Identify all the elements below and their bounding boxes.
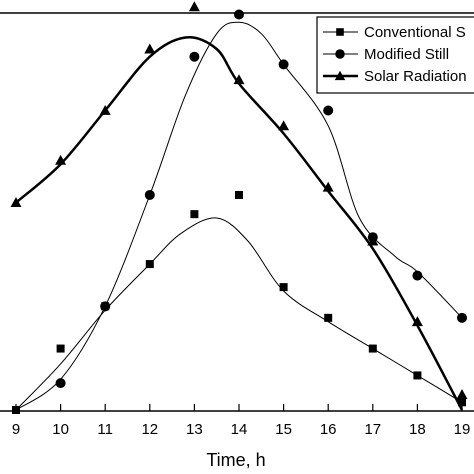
x-tick-label-13: 13: [186, 421, 203, 438]
series-layer: [10, 1, 468, 414]
data-point-square-16: [324, 313, 333, 322]
x-tick-label-16: 16: [320, 421, 337, 438]
data-point-triangle-12: [144, 43, 156, 54]
x-tick-label-17: 17: [364, 421, 381, 438]
data-point-square-12: [145, 260, 154, 269]
x-axis-title: Time, h: [206, 450, 265, 470]
data-point-triangle-19: [456, 389, 468, 400]
data-point-circle-11: [100, 301, 111, 312]
data-point-circle-14: [234, 9, 244, 20]
data-point-circle-10: [55, 378, 66, 389]
legend-marker-square: [336, 28, 344, 36]
data-point-triangle-9: [10, 197, 22, 208]
data-point-triangle-11: [99, 104, 111, 115]
data-point-square-10: [56, 344, 65, 353]
data-point-triangle-16: [322, 181, 334, 192]
data-point-triangle-18: [411, 316, 423, 327]
legend-label-circle: Modified Still: [364, 46, 449, 63]
data-point-triangle-17: [367, 235, 379, 246]
data-point-square-14: [235, 190, 243, 199]
data-point-square-17: [368, 344, 377, 353]
data-point-triangle-13: [188, 1, 200, 12]
x-ticks: 9 10 11 12 13 14 15 16 17 18 19: [12, 404, 471, 438]
data-point-square-13: [190, 210, 199, 219]
x-tick-label-11: 11: [97, 421, 113, 438]
data-point-circle-19: [457, 312, 467, 323]
data-point-square-19: [458, 398, 466, 407]
data-point-circle-18: [412, 270, 423, 281]
legend-items: Conventional S Modified Still Solar Radiat…: [323, 24, 467, 85]
x-tick-label-18: 18: [409, 421, 426, 438]
data-point-circle-15: [278, 59, 289, 70]
legend-marker-triangle: [334, 70, 346, 81]
data-point-triangle-14: [233, 74, 245, 85]
x-tick-label-10: 10: [52, 421, 69, 438]
data-point-square-18: [413, 371, 422, 380]
legend-label-square: Conventional S: [364, 24, 466, 41]
legend: Conventional S Modified Still Solar Radiat…: [316, 16, 474, 94]
data-point-circle-16: [323, 105, 334, 116]
legend-label-triangle: Solar Radiation: [364, 68, 467, 85]
series-line-circle: [15, 21, 463, 411]
legend-marker-circle: [335, 49, 345, 59]
data-point-circle-13: [189, 51, 200, 62]
x-tick-label-19: 19: [454, 421, 471, 438]
data-point-square-15: [279, 283, 288, 292]
series-line-square: [15, 217, 463, 411]
x-tick-label-12: 12: [141, 421, 158, 438]
data-point-triangle-15: [278, 120, 290, 131]
data-point-triangle-10: [55, 154, 67, 165]
x-tick-label-14: 14: [231, 421, 248, 438]
x-tick-label-15: 15: [275, 421, 292, 438]
x-tick-label-9: 9: [12, 421, 20, 438]
data-point-circle-12: [144, 189, 155, 200]
